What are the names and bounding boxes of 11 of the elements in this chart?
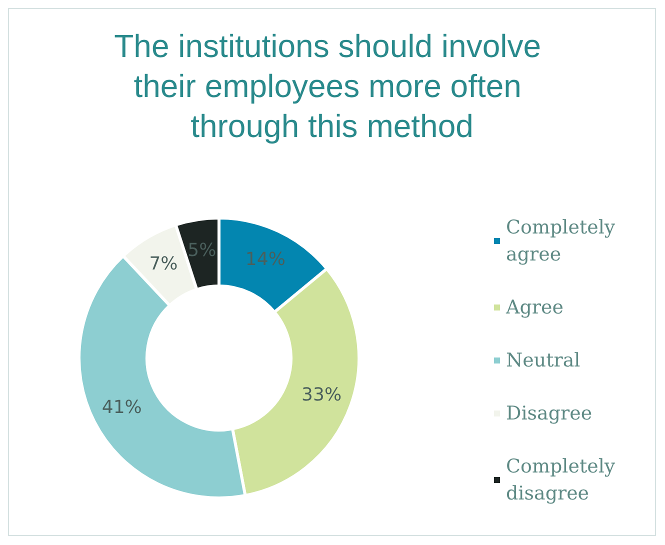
data-label: 33% [302, 384, 342, 406]
legend-label: Agree [505, 296, 564, 318]
data-label: 14% [245, 248, 286, 270]
chart-title: The institutions should involve their employees more often through this method [114, 28, 550, 144]
legend-label: Neutral [506, 350, 580, 372]
legend-label: Completely disagree [506, 456, 622, 504]
legend-label: Disagree [506, 402, 592, 424]
data-label: 7% [149, 254, 178, 275]
legend-label: Completely agree [506, 216, 622, 266]
data-label: 5% [188, 240, 216, 261]
data-label: 41% [102, 396, 142, 418]
